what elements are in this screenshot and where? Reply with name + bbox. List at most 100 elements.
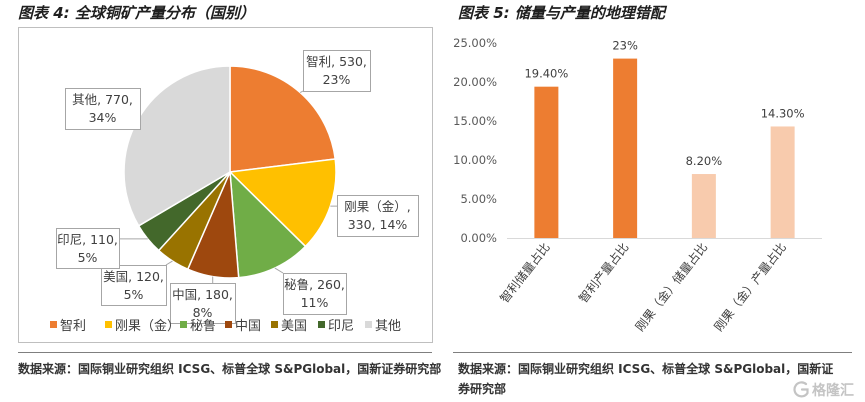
divider-right: [453, 352, 852, 353]
label-separator: ,: [197, 287, 201, 302]
legend-label: 美国: [281, 319, 307, 334]
legend-swatch: [271, 321, 278, 328]
pie-label-box: [303, 50, 371, 92]
y-tick-label: 15.00%: [453, 114, 497, 128]
pie-label-percent: 14%: [380, 217, 408, 232]
pie-label-line-1: 美国, 120,: [103, 269, 164, 284]
legend-swatch: [180, 321, 187, 328]
legend-label: 印尼: [328, 319, 354, 334]
x-category-label: 智利产量占比: [575, 240, 631, 306]
pie-label-line-2: 330, 14%: [348, 217, 408, 232]
pie-chart-frame: [18, 27, 433, 343]
pie-label-line-1: 秘鲁, 260,: [284, 277, 345, 292]
source-note-left: 数据来源：国际铜业研究组织 ICSG、标普全球 S&PGlobal，国新证券研究…: [18, 362, 442, 376]
watermark-text: 格隆汇: [812, 383, 854, 399]
pie-label-value: 260: [317, 277, 341, 292]
pie-label-name: 智利: [306, 54, 331, 69]
label-separator: ,: [114, 232, 118, 247]
pie-chart-title: 图表 4: 全球铜矿产量分布（国别）: [18, 4, 255, 22]
pie-leader-line: [299, 90, 304, 94]
label-separator: ,: [331, 54, 335, 69]
pie-label-line-1: 智利, 530,: [306, 54, 367, 69]
pie-label-line-1: 印尼, 110,: [57, 232, 118, 247]
y-tick-label: 10.00%: [453, 153, 497, 167]
label-separator: ,: [128, 269, 132, 284]
pie-label-value: 530: [339, 54, 363, 69]
legend-swatch: [365, 321, 372, 328]
pie-label-name: 美国: [103, 269, 128, 284]
label-separator: ,: [160, 269, 164, 284]
pie-slice-2: [229, 170, 307, 279]
pie-legend: 智利 刚果（金） 秘鲁 中国 美国 印尼 其他: [50, 318, 401, 334]
legend-label: 其他: [375, 319, 401, 334]
pie-slice-0: [229, 65, 337, 173]
pie-label-value: 120: [136, 269, 160, 284]
x-category-label: 刚果（金）产量占比: [711, 240, 789, 334]
legend-label: 刚果（金）: [115, 318, 180, 334]
bar-value-label: 14.30%: [761, 106, 805, 120]
label-separator: ,: [82, 232, 86, 247]
bar-3: [770, 126, 795, 238]
pie-label-line-2: 5%: [78, 250, 98, 265]
pie-leader-line: [274, 267, 284, 274]
bar-2: [691, 174, 716, 238]
y-tick-label: 25.00%: [453, 36, 497, 50]
label-separator: ,: [97, 92, 101, 107]
pie-slice-1: [228, 158, 337, 248]
pie-label-box: [101, 265, 167, 306]
pie-label-name: 中国: [172, 287, 197, 302]
pie-label-box: [170, 283, 236, 324]
label-separator: ,: [229, 287, 233, 302]
bar-0: [534, 86, 559, 239]
pie-leader-line: [165, 260, 173, 266]
legend-label: 智利: [60, 319, 86, 334]
pie-label-value: 770: [105, 92, 129, 107]
bar-value-label: 23%: [612, 39, 638, 53]
pie-label-box: [337, 195, 419, 237]
y-tick-label: 5.00%: [460, 192, 497, 206]
legend-swatch: [318, 321, 325, 328]
pie-label-name: 刚果（金）: [344, 199, 407, 214]
source-note-right: 数据来源：国际铜业研究组织 ICSG、标普全球 S&PGlobal，国新证券研究…: [458, 362, 834, 396]
bar-value-label: 19.40%: [524, 67, 568, 81]
pie-label-value: 180: [205, 287, 229, 302]
pie-label-value: 330: [348, 217, 372, 232]
pie-label-line-1: 中国, 180,: [172, 287, 233, 302]
legend-swatch: [225, 321, 232, 328]
pie-label-name: 其他: [72, 92, 98, 107]
label-separator: ,: [129, 92, 133, 107]
watermark-logo-icon: [793, 381, 809, 398]
label-separator: ,: [363, 54, 367, 69]
label-separator: ,: [341, 277, 345, 292]
pie-label-name: 印尼: [57, 232, 82, 247]
bar-chart-title: 图表 5: 储量与产量的地理错配: [458, 4, 665, 22]
x-category-label: 刚果（金）储量占比: [632, 240, 710, 334]
pie-label-line-1: 其他, 770,: [72, 92, 133, 107]
legend-label: 中国: [235, 319, 261, 334]
x-category-label: 智利储量占比: [497, 240, 553, 306]
pie-label-box: [56, 228, 120, 269]
pie-label-percent: 8%: [193, 305, 213, 320]
pie-label-line-2: 11%: [301, 295, 329, 310]
pie-label-value: 110: [90, 232, 114, 247]
pie-label-line-2: 8%: [193, 305, 213, 320]
label-separator: ,: [372, 217, 380, 232]
bar-1: [613, 58, 638, 238]
legend-swatch: [50, 321, 57, 328]
pie-data-labels: 智利, 530,23%刚果（金）,330, 14%秘鲁, 260,11%中国, …: [56, 50, 419, 324]
label-separator: ,: [309, 277, 313, 292]
y-tick-label: 20.00%: [453, 75, 497, 89]
pie-label-percent: 5%: [78, 250, 98, 265]
bar-chart: 0.00% 5.00% 10.00% 15.00% 20.00% 25.00% 19.40%…: [453, 36, 822, 334]
pie-label-line-2: 23%: [323, 72, 351, 87]
pie-label-line-1: 刚果（金）,: [344, 199, 411, 214]
pie-label-box: [283, 273, 347, 315]
pie-label-percent: 23%: [323, 72, 351, 87]
pie-chart: [123, 65, 337, 279]
pie-label-name: 秘鲁: [284, 277, 309, 292]
divider-left: [18, 352, 432, 353]
y-tick-label: 0.00%: [460, 231, 497, 245]
label-separator: ,: [407, 199, 411, 214]
legend-label: 秘鲁: [190, 319, 216, 334]
